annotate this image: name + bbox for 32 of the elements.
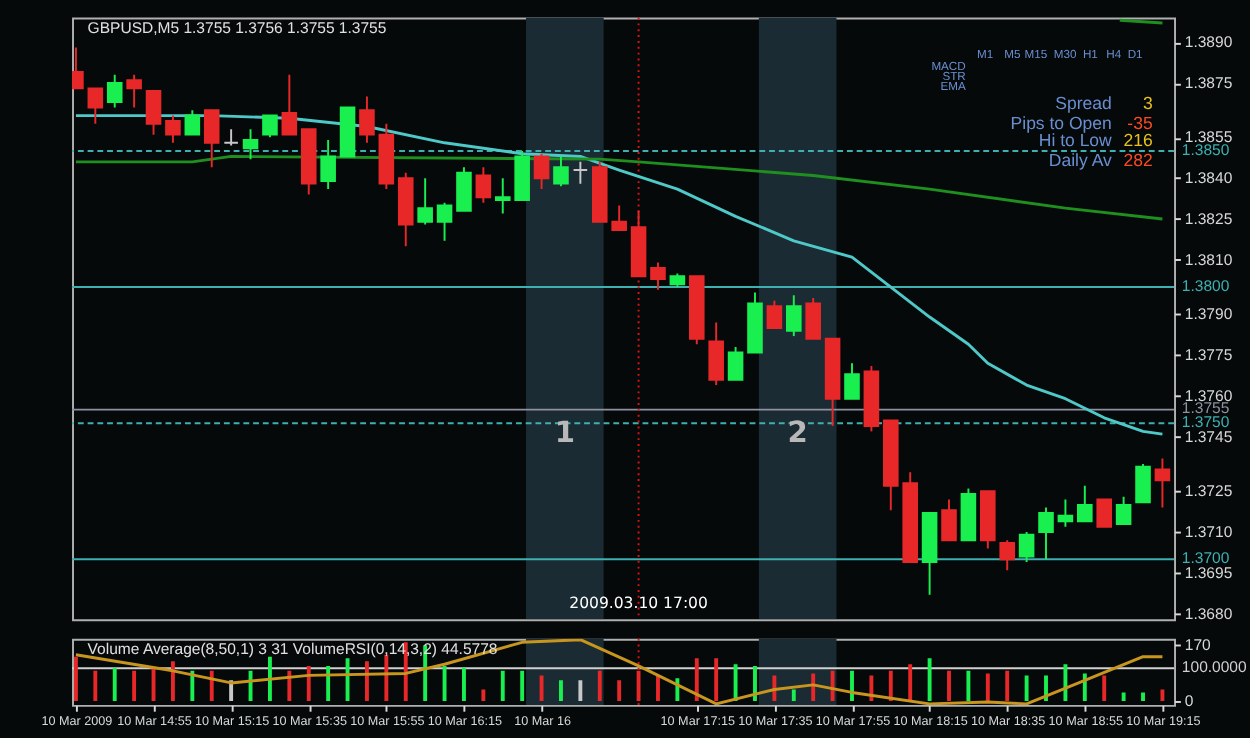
y-tick-label: 1.3710 [1184,522,1234,541]
annotation: Pips to Open [1010,112,1113,133]
annotation: 216 [1123,130,1153,151]
y-tick-label: 1.3825 [1184,209,1233,228]
band-label: 2 [787,416,808,451]
annotation: Daily Av [1048,149,1113,170]
y-tick-label: 1.3790 [1184,305,1234,324]
y-tick-label: 170 [1184,636,1213,655]
ref-line-label: 1.3750 [1181,413,1231,432]
y-tick-label: 1.3760 [1184,386,1234,405]
annotation: -35 [1127,112,1153,133]
y-tick-label: 1.3695 [1184,563,1233,582]
ref-line-label: 2009.03.10 17:00 [569,593,708,612]
annotation: 3 [1142,93,1153,114]
y-tick-label: 1.3840 [1184,169,1234,188]
ref-line-label: 1.3755 [1181,399,1230,418]
y-tick-label: 1.3875 [1184,73,1233,92]
chart-title: GBPUSD,M5 1.3755 1.3756 1.3755 1.3755 [87,19,387,38]
ref-line-label: 1.3700 [1181,549,1231,568]
y-tick-label: 0 [1184,691,1195,710]
y-tick-label: 1.3810 [1184,250,1234,269]
y-tick-label: 1.3725 [1184,482,1233,501]
annotation: Spread [1055,93,1113,114]
annotation: 282 [1123,149,1153,170]
y-tick-label: 1.3745 [1184,427,1233,446]
y-tick-label: 1.3775 [1184,346,1233,365]
y-tick-label: 1.3680 [1184,604,1234,623]
ref-line-label: 1.3800 [1181,276,1231,295]
annotation: Hi to Low [1038,130,1114,151]
band-label: 1 [554,416,575,451]
ref-line-label: 100.0000 [1181,658,1248,677]
y-tick-label: 1.3890 [1184,32,1234,51]
